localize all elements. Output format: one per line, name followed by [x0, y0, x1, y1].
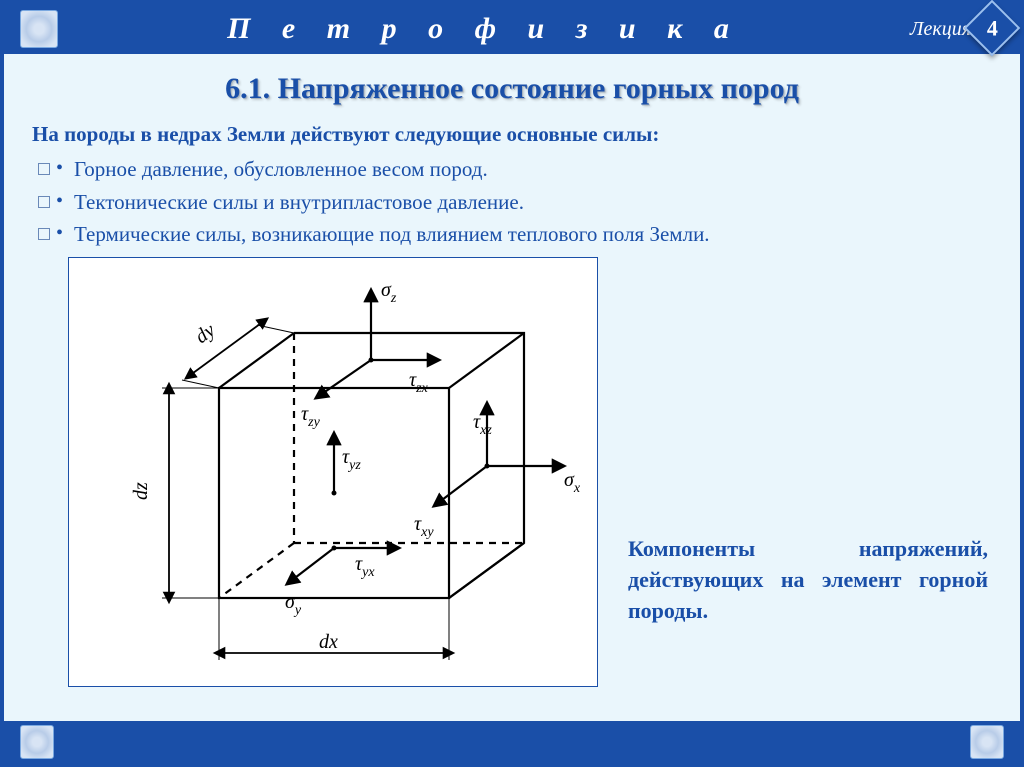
- svg-text:σz: σz: [381, 279, 397, 306]
- svg-text:τxz: τxz: [473, 411, 492, 438]
- course-title: П е т р о ф и з и к а: [58, 12, 910, 46]
- footer-logo-left-icon: [20, 725, 54, 759]
- svg-text:τyz: τyz: [342, 446, 361, 473]
- footer-bar: [4, 721, 1020, 763]
- svg-text:σy: σy: [285, 591, 302, 618]
- svg-text:dy: dy: [191, 319, 219, 348]
- header-bar: П е т р о ф и з и к а Лекция 6 4: [4, 4, 1020, 54]
- figure-row: σz τzy τzx σx τxz τxy: [32, 257, 992, 687]
- bullet-list: Горное давление, обусловленное весом пор…: [38, 153, 992, 251]
- footer-logo-right-icon: [970, 725, 1004, 759]
- logo-icon: [20, 10, 58, 48]
- bullet-item: Тектонические силы и внутрипластовое дав…: [38, 186, 992, 219]
- intro-text: На породы в недрах Земли действуют следу…: [32, 122, 992, 147]
- svg-text:τzx: τzx: [409, 369, 429, 396]
- page-number-badge: 4: [964, 0, 1021, 56]
- svg-text:τxy: τxy: [414, 513, 434, 540]
- slide-frame: П е т р о ф и з и к а Лекция 6 4 6.1. На…: [0, 0, 1024, 767]
- page-number: 4: [987, 15, 998, 41]
- svg-text:dx: dx: [319, 631, 338, 653]
- bullet-item: Термические силы, возникающие под влияни…: [38, 218, 992, 251]
- bullet-item: Горное давление, обусловленное весом пор…: [38, 153, 992, 186]
- figure-caption: Компоненты напряжений, действующих на эл…: [628, 534, 988, 686]
- svg-text:σx: σx: [564, 469, 581, 496]
- stress-cube-diagram: σz τzy τzx σx τxz τxy: [68, 257, 598, 687]
- content-area: 6.1. Напряженное состояние горных пород …: [4, 54, 1020, 687]
- svg-text:τyx: τyx: [355, 553, 375, 580]
- section-title: 6.1. Напряженное состояние горных пород: [32, 72, 992, 106]
- svg-text:dz: dz: [130, 482, 152, 500]
- svg-text:τzy: τzy: [301, 403, 321, 430]
